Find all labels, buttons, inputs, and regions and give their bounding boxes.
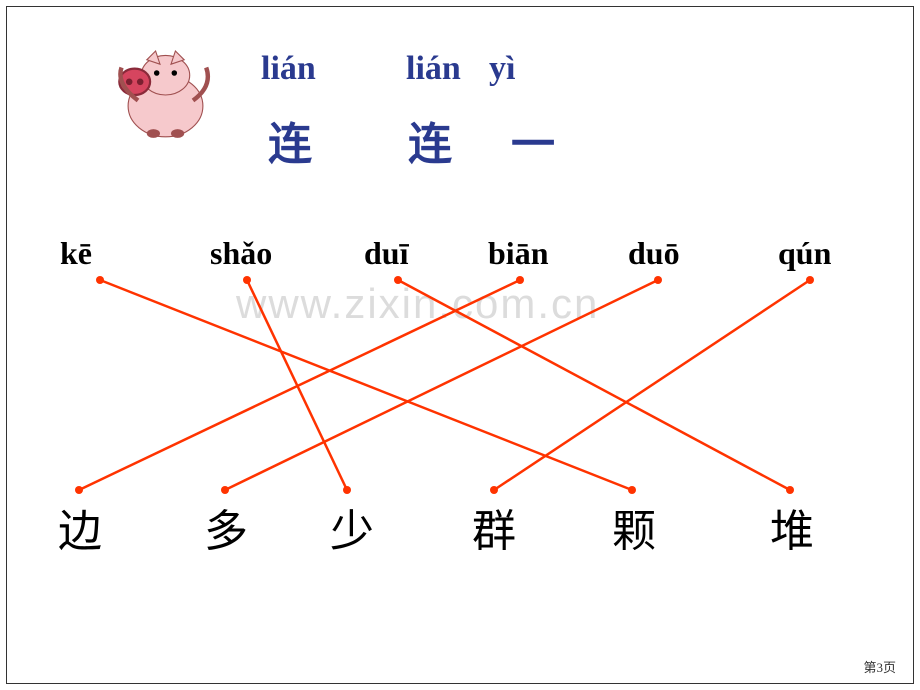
- pinyin-item: shǎo: [210, 235, 272, 272]
- hanzi-item: 边: [58, 495, 102, 559]
- pinyin-item: kē: [60, 235, 92, 272]
- hanzi-item: 少: [330, 495, 374, 559]
- pinyin-item: biān: [488, 235, 548, 272]
- pinyin-item: duī: [364, 235, 408, 272]
- title-hanzi-1: 连: [408, 108, 458, 172]
- title-block: lián yì lián 连 一 连: [230, 50, 670, 168]
- hanzi-item: 群: [472, 495, 516, 559]
- title-pinyin-2: yì: [489, 50, 515, 88]
- title-pinyin-1: lián: [406, 50, 461, 88]
- title-pinyin-row: lián yì lián: [261, 50, 701, 90]
- hanzi-item: 颗: [612, 495, 656, 559]
- title-hanzi-2: 一: [511, 108, 561, 172]
- hanzi-item: 堆: [770, 495, 814, 559]
- title-hanzi-3: 连: [268, 108, 318, 172]
- title-hanzi-row: 连 一 连: [268, 108, 708, 168]
- content-layer: lián yì lián 连 一 连 kē shǎo duī biān duō qún 边…: [0, 0, 920, 690]
- page-number: 第3页: [863, 657, 896, 676]
- pinyin-item: duō: [628, 235, 680, 272]
- hanzi-item: 多: [204, 495, 248, 559]
- pinyin-item: qún: [778, 235, 831, 272]
- pig-icon: [105, 40, 215, 150]
- title-pinyin-3: lián: [261, 50, 316, 88]
